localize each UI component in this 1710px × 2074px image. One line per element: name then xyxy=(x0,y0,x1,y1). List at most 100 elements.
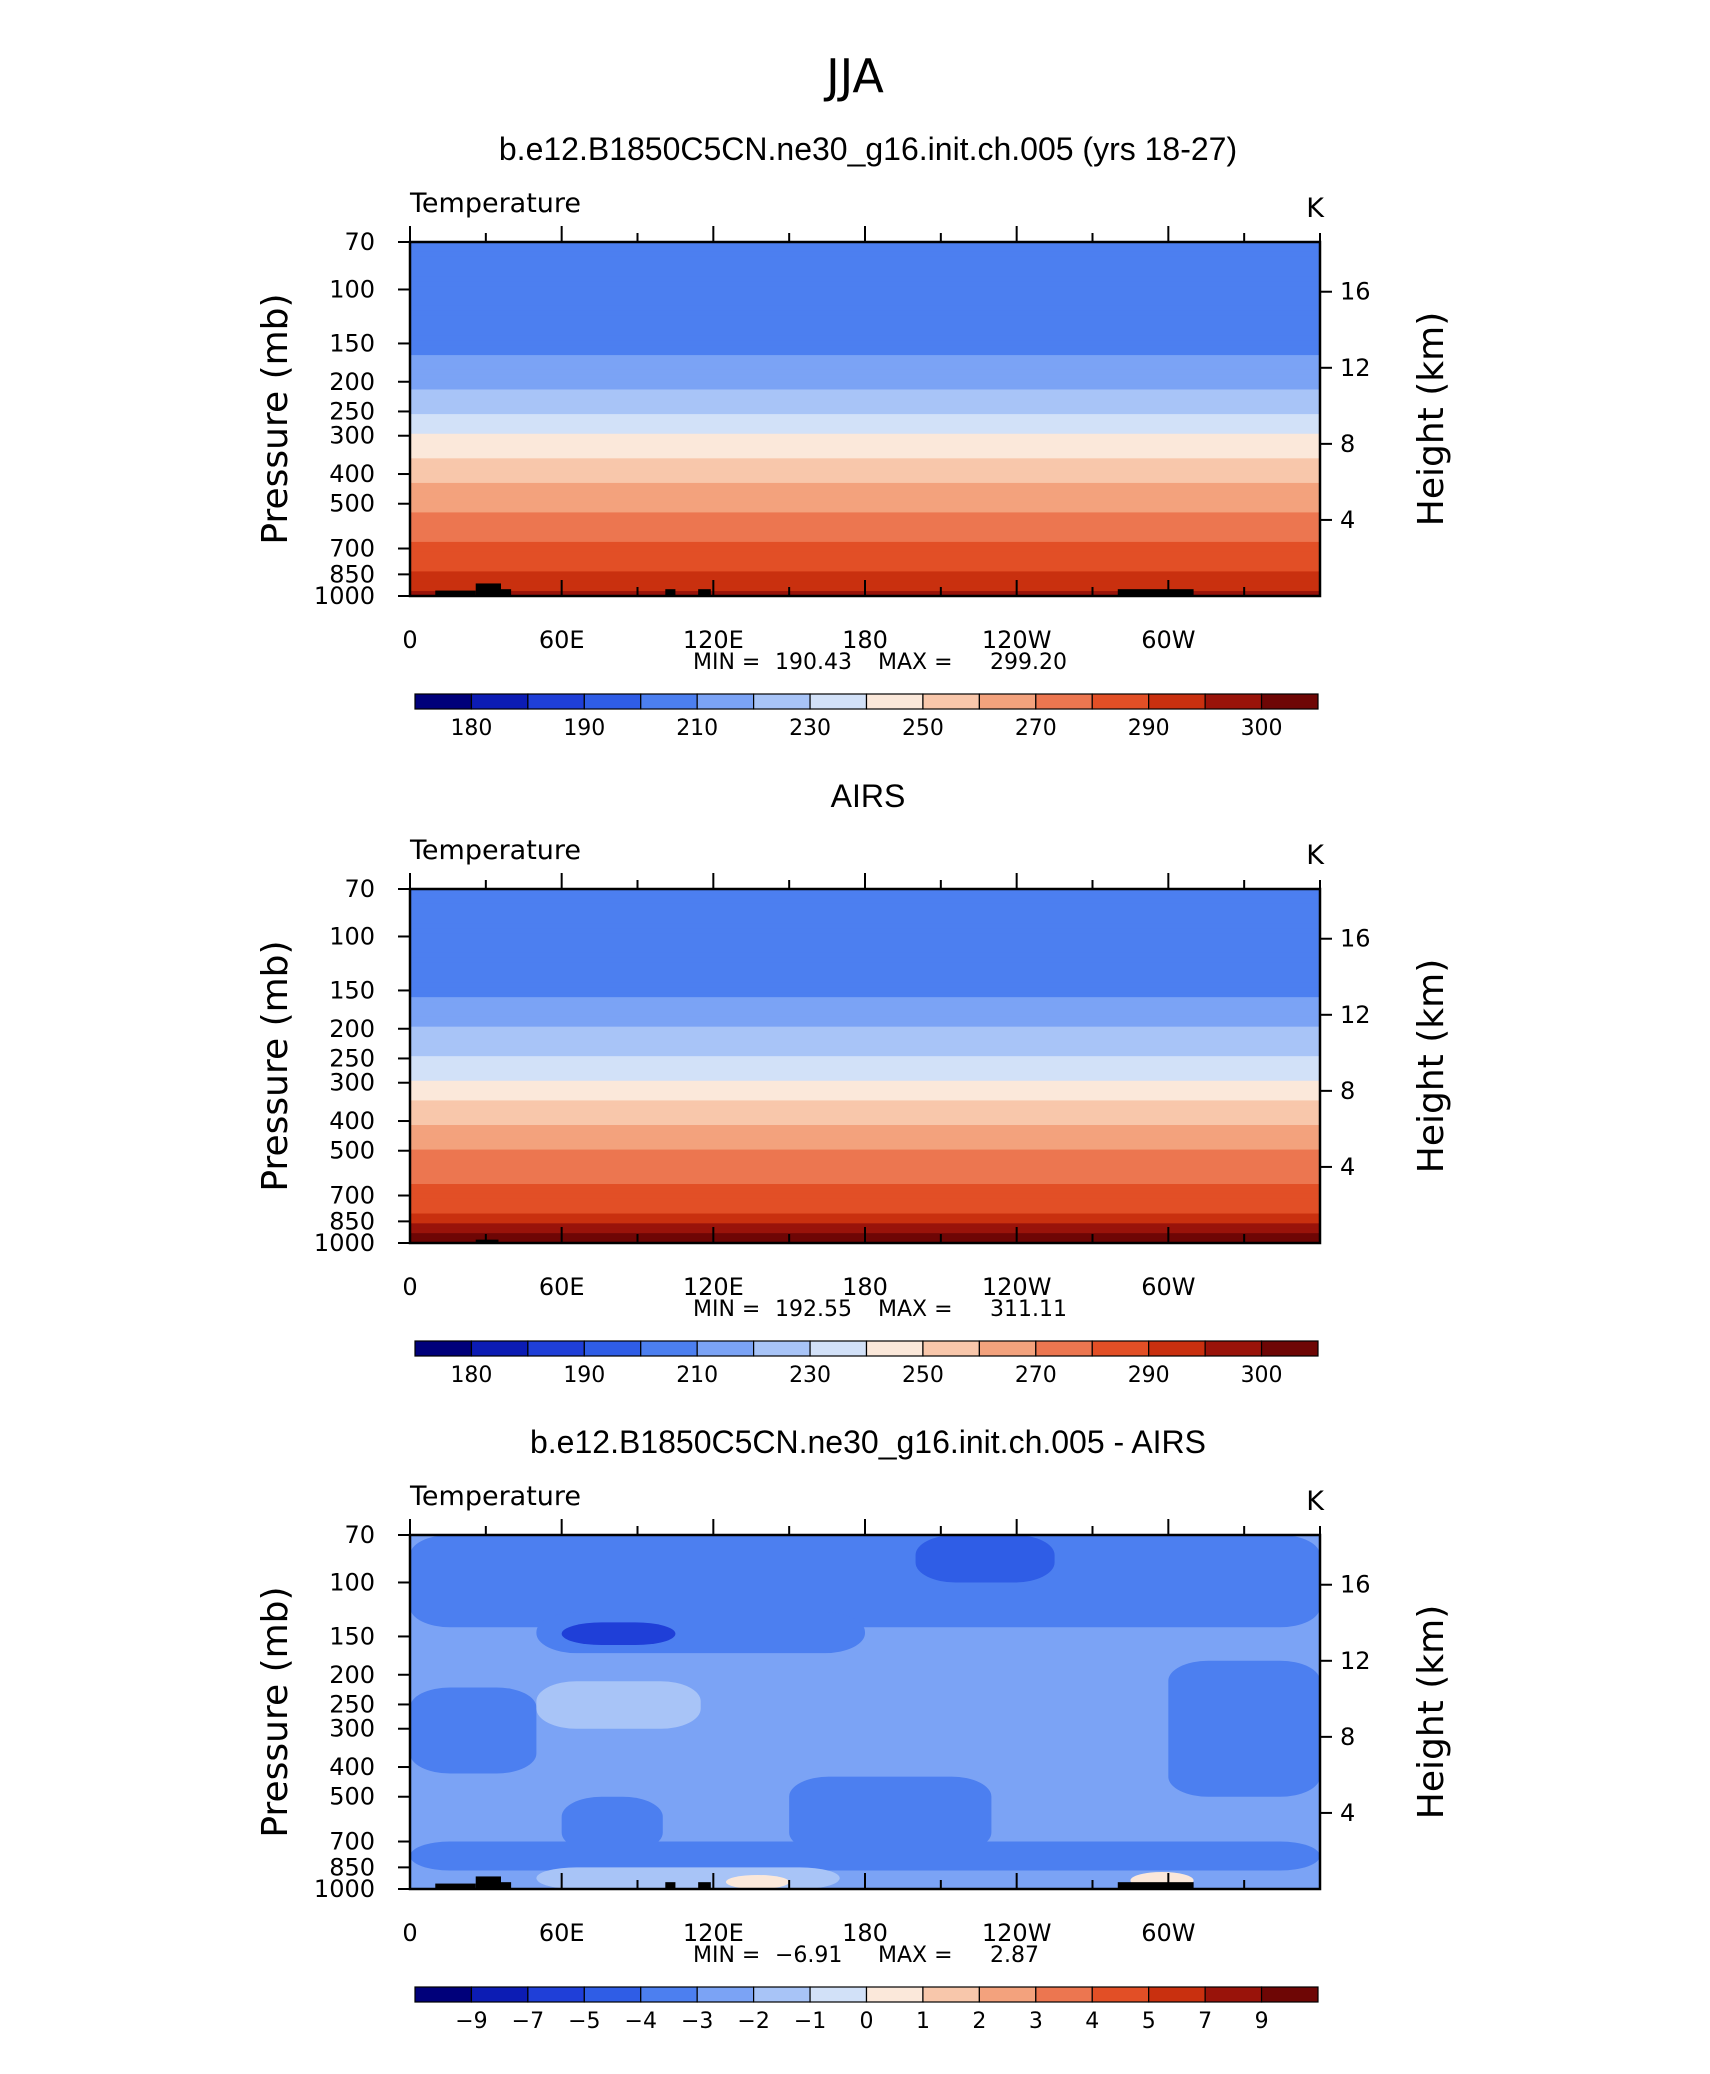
x-tick-label: 120W xyxy=(982,1919,1052,1947)
y-tick-right-label: 8 xyxy=(1340,1723,1355,1751)
contour-band xyxy=(410,1075,1320,1082)
contour-band xyxy=(410,933,1320,939)
colorbar-swatch xyxy=(1260,693,1319,710)
colorbar-label: −1 xyxy=(794,2009,826,2034)
contour-band xyxy=(410,551,1320,558)
contour-band xyxy=(410,1026,1320,1033)
y-tick-label: 500 xyxy=(329,490,375,518)
contour-band xyxy=(410,1120,1320,1126)
colorbar-swatch xyxy=(922,1986,980,2003)
colorbar-label: 190 xyxy=(563,1363,605,1388)
contour-band xyxy=(410,310,1320,317)
y-axis-label: Pressure (mb) xyxy=(255,293,296,544)
contour-band xyxy=(410,502,1320,509)
contour-band xyxy=(410,256,1320,263)
topography-mask xyxy=(501,589,512,596)
contour-band xyxy=(410,527,1320,533)
contour-band xyxy=(410,1056,1320,1062)
contour-band xyxy=(410,414,1320,420)
colorbar-swatch xyxy=(753,693,811,710)
contour-band xyxy=(410,952,1320,959)
max-value: 311.11 xyxy=(990,1297,1067,1322)
x-tick-label: 60W xyxy=(1141,626,1195,654)
contour-band xyxy=(410,1198,1320,1205)
colorbar-swatch xyxy=(1035,1986,1093,2003)
contour-band xyxy=(410,1090,1320,1097)
contour-band xyxy=(410,1016,1320,1023)
colorbar-label: 4 xyxy=(1085,2009,1099,2034)
colorbar-swatch xyxy=(1204,693,1263,710)
contour-band xyxy=(410,517,1320,523)
units-string: K xyxy=(1306,193,1325,224)
colorbar-swatch xyxy=(978,1986,1037,2003)
contour-band xyxy=(410,1208,1320,1215)
contour-band xyxy=(410,1110,1320,1116)
topography-mask xyxy=(665,589,676,596)
x-tick-label: 0 xyxy=(402,1919,417,1947)
contour-band xyxy=(410,1159,1320,1165)
colorbar-swatch xyxy=(753,1986,811,2003)
topography-mask xyxy=(1117,1882,1194,1889)
colorbar-label: 290 xyxy=(1128,1363,1170,1388)
contour-band xyxy=(410,345,1320,351)
colorbar-swatch xyxy=(583,1340,642,1357)
contour-band xyxy=(410,1139,1320,1146)
colorbar-label: −3 xyxy=(681,2009,713,2034)
panel-title: AIRS xyxy=(831,778,906,814)
y-tick-label: 700 xyxy=(329,1182,375,1210)
contour-band xyxy=(410,487,1320,494)
colorbar-label: −5 xyxy=(568,2009,600,2034)
contour-band xyxy=(410,1144,1320,1151)
y-tick-label: 1000 xyxy=(314,1229,375,1257)
contour-blob xyxy=(561,1622,676,1646)
contour-band xyxy=(410,943,1320,949)
contour-band xyxy=(410,541,1320,548)
y-tick-label: 400 xyxy=(329,1753,375,1781)
contour-band xyxy=(410,1188,1320,1195)
contour-band xyxy=(410,893,1320,900)
y-tick-right-label: 4 xyxy=(1340,506,1355,534)
contour-band xyxy=(410,296,1320,302)
contour-band xyxy=(410,1223,1320,1229)
contour-band xyxy=(410,468,1320,474)
contour-band xyxy=(410,438,1320,445)
min-label: MIN = xyxy=(693,1297,760,1322)
colorbar-label: −7 xyxy=(512,2009,544,2034)
contour-band xyxy=(410,320,1320,327)
contour-band xyxy=(410,1203,1320,1210)
colorbar-swatch xyxy=(1148,1986,1206,2003)
contour-band xyxy=(410,1041,1320,1047)
colorbar-swatch xyxy=(1091,1340,1150,1357)
x-tick-label: 60E xyxy=(539,1273,585,1301)
topography-mask xyxy=(475,583,501,596)
panel-1: b.e12.B1850C5CN.ne30_g16.init.ch.005 (yr… xyxy=(255,131,1452,741)
contour-band xyxy=(410,928,1320,934)
contour-band xyxy=(410,384,1320,391)
colorbar-swatch xyxy=(696,1340,755,1357)
contour-blob xyxy=(536,1867,840,1889)
contour-band xyxy=(410,1031,1320,1038)
y-tick-right-label: 16 xyxy=(1340,278,1371,306)
field xyxy=(410,1535,1320,1889)
contour-band xyxy=(410,1179,1320,1185)
contour-band xyxy=(410,1070,1320,1077)
contour-band xyxy=(410,967,1320,974)
contour-blob xyxy=(789,1776,992,1853)
x-tick-label: 120W xyxy=(982,1273,1052,1301)
min-label: MIN = xyxy=(693,650,760,675)
y-tick-label: 300 xyxy=(329,422,375,450)
contour-band xyxy=(410,1184,1320,1190)
contour-band xyxy=(410,409,1320,415)
contour-band xyxy=(410,1149,1320,1156)
topography-mask xyxy=(435,1883,476,1889)
contour-band xyxy=(410,301,1320,307)
y-axis-right-label: Height (km) xyxy=(1411,1605,1452,1819)
y-axis-label: Pressure (mb) xyxy=(255,1586,296,1837)
contour-band xyxy=(410,340,1320,346)
colorbar-label: 7 xyxy=(1198,2009,1212,2034)
panel-3: b.e12.B1850C5CN.ne30_g16.init.ch.005 - A… xyxy=(255,1424,1452,2034)
contour-band xyxy=(410,571,1320,577)
contour-blob xyxy=(1168,1660,1320,1797)
contour-band xyxy=(410,492,1320,499)
contour-band xyxy=(410,923,1320,929)
